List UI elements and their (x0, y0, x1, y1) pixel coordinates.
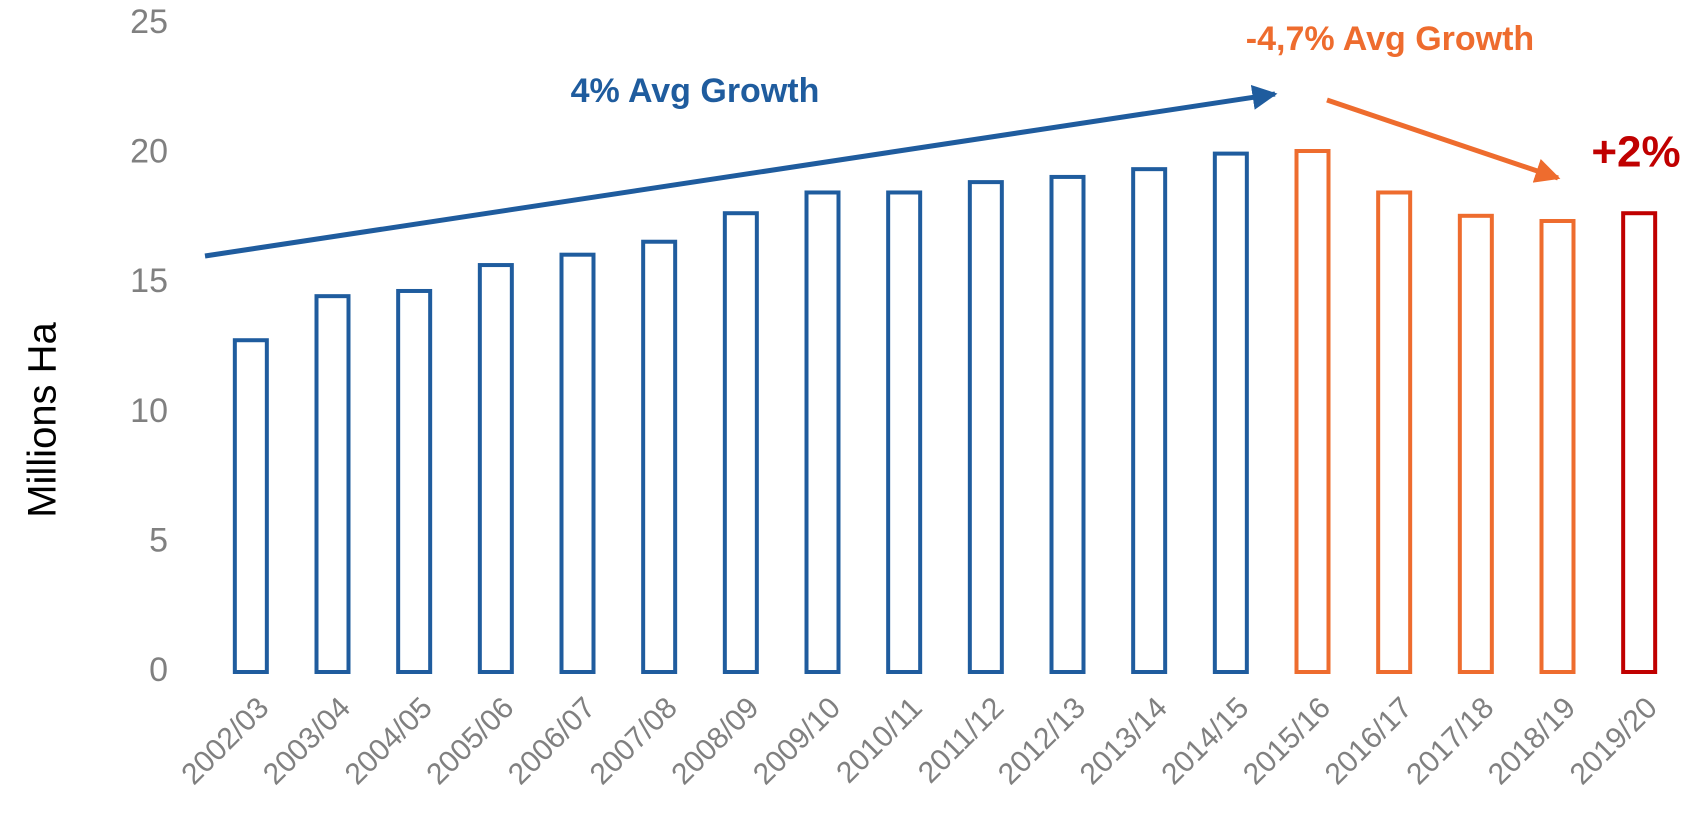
bar (1212, 151, 1249, 675)
bar (396, 288, 433, 674)
x-tick-label: 2017/18 (1400, 691, 1500, 791)
y-tick-label: 20 (130, 133, 168, 171)
y-tick-label: 5 (149, 521, 168, 559)
annotation: +2% (1591, 128, 1680, 177)
bar (1621, 211, 1658, 674)
annotation: -4,7% Avg Growth (1246, 20, 1534, 58)
y-tick-label: 0 (149, 651, 168, 689)
bar (1294, 149, 1331, 674)
x-tick-label: 2019/20 (1564, 691, 1664, 791)
x-tick-label: 2011/12 (912, 691, 1010, 789)
bar (1049, 174, 1086, 674)
bar (886, 190, 923, 674)
bar (232, 338, 269, 674)
bar (967, 180, 1004, 674)
y-tick-label: 10 (130, 392, 168, 430)
x-tick-label: 2009/10 (747, 691, 847, 791)
x-tick-label: 2014/15 (1155, 691, 1255, 791)
x-tick-label: 2015/16 (1237, 691, 1337, 791)
x-tick-label: 2010/11 (830, 691, 928, 789)
x-tick-label: 2008/09 (665, 691, 765, 791)
bar (559, 252, 596, 675)
trend-arrow (204, 85, 1278, 259)
x-tick-label: 2005/06 (420, 691, 520, 791)
y-tick-label: 25 (130, 3, 168, 41)
trend-arrow (1326, 97, 1561, 183)
bar (1539, 218, 1576, 674)
x-tick-label: 2004/05 (339, 691, 439, 791)
bar (722, 211, 759, 674)
annotation: 4% Avg Growth (571, 72, 820, 110)
x-tick-label: 2006/07 (502, 691, 602, 791)
bar (804, 190, 841, 674)
y-axis-label: Millions Ha (21, 321, 65, 517)
x-tick-label: 2018/19 (1482, 691, 1582, 791)
bar (1131, 167, 1168, 674)
bar (1457, 213, 1494, 674)
x-tick-label: 2002/03 (175, 691, 275, 791)
x-tick-label: 2007/08 (584, 691, 684, 791)
bar (314, 294, 351, 674)
bar (641, 239, 678, 674)
x-tick-label: 2003/04 (257, 691, 357, 791)
x-tick-label: 2016/17 (1319, 691, 1419, 791)
x-tick-label: 2012/13 (992, 691, 1092, 791)
bar (1376, 190, 1413, 674)
bar (477, 263, 514, 674)
x-tick-label: 2013/14 (1074, 691, 1174, 791)
y-tick-label: 15 (130, 262, 168, 300)
